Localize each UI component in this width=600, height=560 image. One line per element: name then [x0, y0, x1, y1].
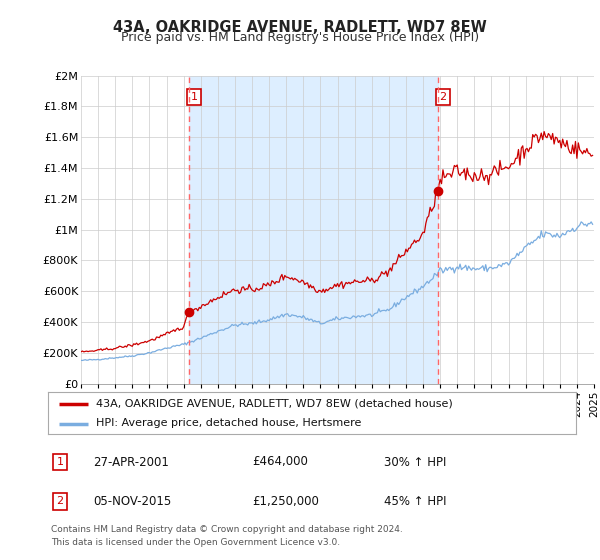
Text: 43A, OAKRIDGE AVENUE, RADLETT, WD7 8EW: 43A, OAKRIDGE AVENUE, RADLETT, WD7 8EW — [113, 20, 487, 35]
Text: 1: 1 — [191, 92, 198, 102]
Text: Price paid vs. HM Land Registry's House Price Index (HPI): Price paid vs. HM Land Registry's House … — [121, 31, 479, 44]
Text: £1,250,000: £1,250,000 — [252, 494, 319, 508]
Text: This data is licensed under the Open Government Licence v3.0.: This data is licensed under the Open Gov… — [51, 538, 340, 547]
Text: 2: 2 — [56, 496, 64, 506]
Bar — [189, 76, 437, 384]
Text: HPI: Average price, detached house, Hertsmere: HPI: Average price, detached house, Hert… — [95, 418, 361, 428]
Text: 27-APR-2001: 27-APR-2001 — [93, 455, 169, 469]
Text: 45% ↑ HPI: 45% ↑ HPI — [384, 494, 446, 508]
Text: £464,000: £464,000 — [252, 455, 308, 469]
Text: 2: 2 — [439, 92, 446, 102]
Text: Contains HM Land Registry data © Crown copyright and database right 2024.: Contains HM Land Registry data © Crown c… — [51, 525, 403, 534]
Text: 1: 1 — [56, 457, 64, 467]
Text: 05-NOV-2015: 05-NOV-2015 — [93, 494, 171, 508]
Text: 30% ↑ HPI: 30% ↑ HPI — [384, 455, 446, 469]
Text: 43A, OAKRIDGE AVENUE, RADLETT, WD7 8EW (detached house): 43A, OAKRIDGE AVENUE, RADLETT, WD7 8EW (… — [95, 399, 452, 409]
